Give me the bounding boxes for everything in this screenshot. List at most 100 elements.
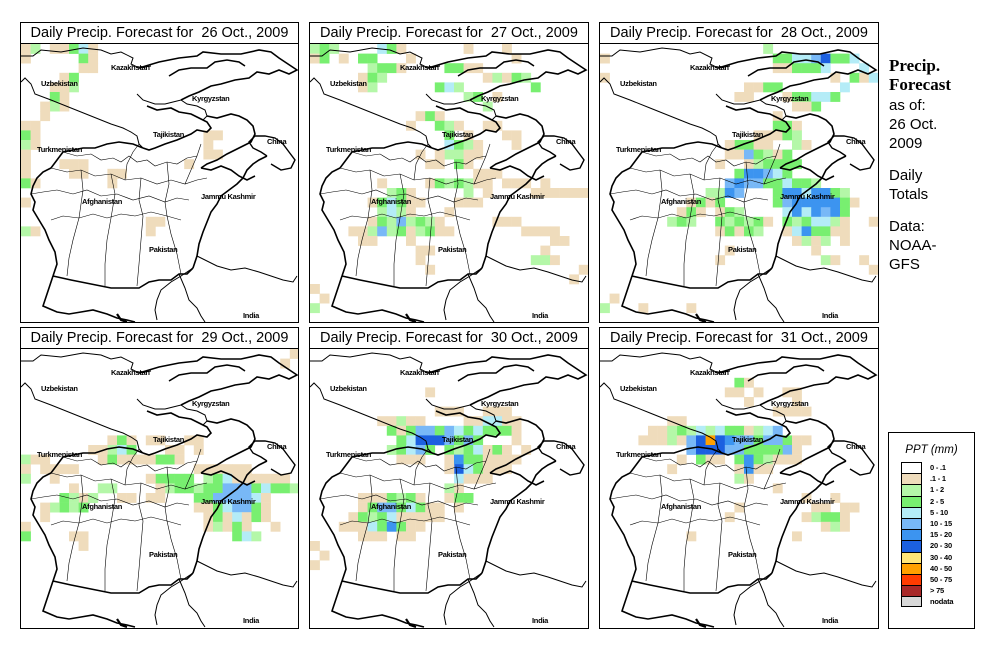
map-svg: Kazakhstan Uzbekistan Kyrgyzstan Tajikistan…	[600, 44, 878, 322]
precip-cell	[753, 159, 764, 170]
precip-cell	[705, 188, 716, 198]
precip-cell	[88, 445, 99, 455]
border-line	[66, 169, 84, 277]
precip-cell	[676, 207, 687, 218]
border-line	[641, 151, 777, 167]
precip-cell	[734, 140, 745, 150]
precip-cell	[811, 502, 822, 513]
legend-item: 30 - 40	[889, 551, 974, 563]
precip-cell	[463, 130, 474, 141]
precip-cell	[801, 493, 812, 503]
precip-cell	[367, 493, 378, 503]
country-label-india: India	[822, 311, 839, 320]
precip-cell	[165, 473, 175, 484]
precip-cell	[492, 216, 503, 227]
precip-cell	[406, 197, 416, 208]
precip-cell	[78, 53, 89, 64]
precip-cell	[406, 531, 416, 542]
precip-cell	[782, 188, 793, 198]
precip-cell	[434, 159, 445, 170]
precip-cell	[97, 483, 108, 494]
precip-cell	[203, 502, 214, 513]
border-line	[310, 352, 441, 374]
precip-cell	[734, 435, 745, 446]
precip-cell	[386, 512, 397, 523]
precip-cell	[213, 130, 223, 141]
precip-cell	[406, 188, 416, 198]
country-label-turkmenistan: Turkmenistan	[616, 145, 662, 154]
border-line	[609, 189, 637, 195]
country-label-tajikistan: Tajikistan	[153, 435, 185, 444]
precip-cell	[521, 445, 532, 455]
precip-cell	[763, 140, 774, 150]
precip-cell	[753, 130, 764, 141]
precip-cell	[396, 445, 407, 455]
country-label-china: China	[556, 137, 576, 146]
precip-cell	[792, 53, 802, 64]
precip-cell	[868, 264, 878, 275]
precip-cell	[222, 502, 233, 513]
precip-cell	[753, 216, 764, 227]
precip-cell	[569, 188, 580, 198]
precip-cell	[772, 111, 783, 122]
border-line	[184, 143, 202, 185]
precip-cell	[145, 493, 156, 503]
precip-cell	[280, 483, 291, 494]
precip-cell	[49, 82, 60, 93]
border-line	[683, 173, 695, 286]
precip-cell	[782, 168, 793, 179]
precip-cell	[49, 44, 60, 54]
border-line	[319, 189, 347, 195]
precip-cell	[511, 72, 522, 83]
precip-cell	[540, 255, 551, 266]
border-line	[427, 354, 588, 406]
precip-cell	[454, 82, 464, 93]
precip-cell	[830, 255, 841, 266]
precip-cell	[753, 226, 764, 237]
precip-cell	[772, 120, 783, 131]
precip-cell	[40, 464, 51, 475]
precip-cell	[454, 197, 464, 208]
precip-cell	[415, 111, 426, 122]
precip-cell	[811, 512, 822, 523]
legend-label: 1 - 2	[930, 485, 945, 495]
map-svg: Kazakhstan Uzbekistan Kyrgyzstan Tajikistan…	[310, 44, 588, 322]
border-line	[393, 173, 405, 286]
precip-cell	[801, 236, 812, 246]
data-source-line1: Data:	[889, 218, 925, 235]
precip-cell	[386, 216, 397, 227]
precip-cell	[59, 72, 70, 83]
precip-cell	[550, 188, 560, 198]
country-borders	[21, 47, 298, 322]
precip-cell	[859, 72, 870, 83]
border-line	[631, 572, 773, 594]
map-svg: Kazakhstan Uzbekistan Kyrgyzstan Tajikistan…	[310, 352, 588, 628]
forecast-panel-5: Daily Precip. Forecast for 30 Oct., 2009…	[309, 327, 589, 629]
data-source-line3: GFS	[889, 256, 920, 273]
precip-cell	[792, 406, 802, 417]
precip-cell	[261, 502, 271, 513]
precip-cell	[811, 245, 822, 256]
border-line	[629, 472, 787, 490]
precip-cell	[830, 226, 841, 237]
precip-cell	[530, 226, 541, 237]
precip-cell	[792, 236, 802, 246]
precip-cell	[193, 445, 204, 455]
precip-cell	[724, 149, 735, 160]
precip-cell	[415, 521, 426, 532]
border-line	[196, 560, 298, 588]
precip-cell	[280, 473, 291, 484]
country-label-jammu-kashmir: Jammu Kashmir	[201, 192, 256, 201]
country-label-pakistan: Pakistan	[149, 550, 178, 559]
precip-cell	[772, 445, 783, 455]
country-label-turkmenistan: Turkmenistan	[326, 145, 372, 154]
precip-cell	[724, 387, 735, 398]
precip-cell	[763, 464, 774, 475]
precip-cell	[232, 502, 243, 513]
precip-cell	[792, 454, 802, 465]
precip-cell	[840, 236, 850, 246]
border-line	[635, 189, 769, 203]
precip-cell	[463, 416, 474, 427]
border-line	[339, 516, 471, 526]
